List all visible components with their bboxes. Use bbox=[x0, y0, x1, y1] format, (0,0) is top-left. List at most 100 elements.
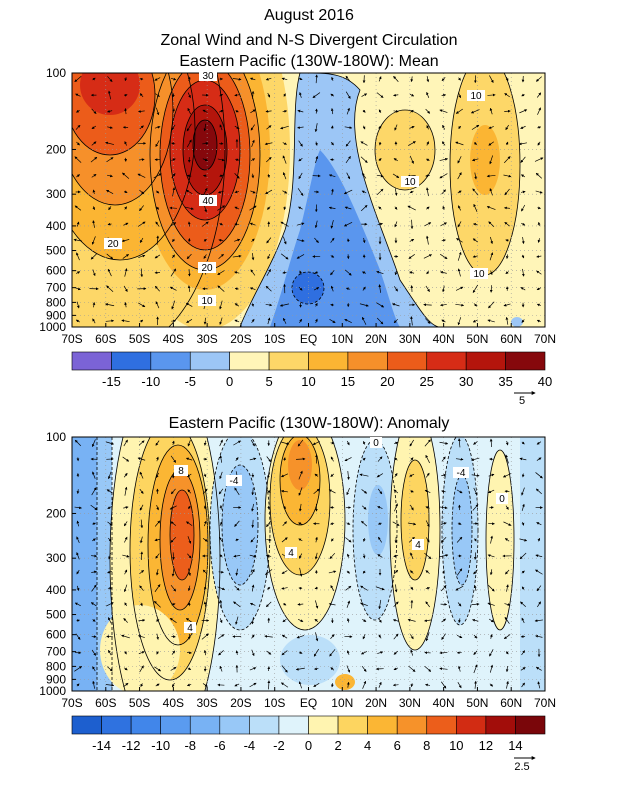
colorbar-label: 35 bbox=[498, 374, 512, 389]
colorbar-swatch bbox=[190, 352, 229, 370]
colorbar-label: 6 bbox=[394, 738, 401, 753]
colorbar-swatch bbox=[190, 716, 220, 734]
x-tick-label: 40N bbox=[433, 332, 455, 346]
colorbar-label: 2 bbox=[334, 738, 341, 753]
colorbar-label: 30 bbox=[459, 374, 473, 389]
colorbar-swatch bbox=[111, 352, 150, 370]
colorbar-swatch bbox=[72, 352, 111, 370]
colorbar-swatch bbox=[220, 716, 250, 734]
colorbar-label: -8 bbox=[184, 738, 196, 753]
colorbar-swatch bbox=[387, 352, 426, 370]
colorbar-swatch bbox=[397, 716, 427, 734]
colorbar-label: -2 bbox=[273, 738, 285, 753]
colorbar-label: 25 bbox=[420, 374, 434, 389]
x-tick-label: 20N bbox=[365, 332, 387, 346]
x-tick-label: 50S bbox=[129, 332, 150, 346]
colorbar-swatch bbox=[269, 352, 308, 370]
x-tick-label: 70S bbox=[61, 696, 82, 710]
figure-date-title: August 2016 bbox=[264, 7, 354, 24]
colorbar-label: 8 bbox=[423, 738, 430, 753]
colorbar-label: -4 bbox=[244, 738, 256, 753]
x-tick-label: 70S bbox=[61, 332, 82, 346]
y-tick-label: 200 bbox=[46, 142, 66, 156]
x-tick-label: 30N bbox=[399, 696, 421, 710]
mean-contour-label: 10 bbox=[470, 91, 482, 102]
y-tick-label: 700 bbox=[46, 645, 66, 659]
colorbar-label: 0 bbox=[226, 374, 233, 389]
anomaly-contour-label: 0 bbox=[499, 494, 505, 505]
colorbar-swatch bbox=[427, 352, 466, 370]
y-tick-label: 500 bbox=[46, 608, 66, 622]
mean-contour-label: 30 bbox=[202, 71, 214, 82]
colorbar-swatch bbox=[466, 352, 505, 370]
x-tick-label: 40S bbox=[163, 696, 184, 710]
colorbar-label: 4 bbox=[364, 738, 371, 753]
x-tick-label: 40N bbox=[433, 696, 455, 710]
x-tick-label: 20S bbox=[230, 696, 251, 710]
y-tick-label: 200 bbox=[46, 506, 66, 520]
y-tick-label: 500 bbox=[46, 244, 66, 258]
x-tick-label: 10N bbox=[331, 696, 353, 710]
y-tick-label: 400 bbox=[46, 583, 66, 597]
colorbar-swatch bbox=[515, 716, 545, 734]
mean-contour-label: 40 bbox=[202, 196, 214, 207]
x-tick-label: 60S bbox=[95, 332, 116, 346]
y-tick-label: 1000 bbox=[39, 320, 66, 334]
colorbar-label: -10 bbox=[141, 374, 160, 389]
x-tick-label: EQ bbox=[300, 332, 317, 346]
y-tick-label: 100 bbox=[46, 430, 66, 444]
mean-contour-label: 10 bbox=[201, 296, 213, 307]
colorbar-swatch bbox=[309, 716, 339, 734]
mean-contour-label: 10 bbox=[404, 177, 416, 188]
panel2-title: Eastern Pacific (130W-180W): Anomaly bbox=[169, 415, 450, 432]
colorbar-swatch bbox=[230, 352, 269, 370]
colorbar-swatch bbox=[72, 716, 102, 734]
colorbar-label: -12 bbox=[122, 738, 141, 753]
mean-contour-label: 20 bbox=[107, 239, 119, 250]
y-tick-label: 300 bbox=[46, 187, 66, 201]
circulation-vector bbox=[380, 142, 381, 145]
colorbar-swatch bbox=[368, 716, 398, 734]
x-tick-label: 30S bbox=[196, 332, 217, 346]
anomaly-contour-label: 4 bbox=[288, 548, 294, 559]
colorbar-swatch bbox=[309, 352, 348, 370]
x-tick-label: 40S bbox=[163, 332, 184, 346]
mean-vector-reference: 5 bbox=[514, 393, 535, 407]
mean-vector-reference-label: 5 bbox=[519, 395, 525, 407]
colorbar-label: 40 bbox=[538, 374, 552, 389]
anomaly-contour-label: -4 bbox=[230, 476, 239, 487]
colorbar-label: 20 bbox=[380, 374, 394, 389]
colorbar-swatch bbox=[102, 716, 132, 734]
colorbar-label: -10 bbox=[151, 738, 170, 753]
anomaly-contour-label: -4 bbox=[457, 468, 466, 479]
x-tick-label: 20N bbox=[365, 696, 387, 710]
x-tick-label: 50N bbox=[466, 332, 488, 346]
mean-contour-label: 20 bbox=[201, 263, 213, 274]
x-tick-label: 60S bbox=[95, 696, 116, 710]
colorbar-label: 14 bbox=[508, 738, 522, 753]
anomaly-vector-reference: 2.5 bbox=[514, 758, 535, 773]
anomaly-vector-reference-label: 2.5 bbox=[514, 761, 529, 773]
x-tick-label: 70N bbox=[534, 332, 556, 346]
x-tick-label: 10S bbox=[264, 696, 285, 710]
x-tick-label: 60N bbox=[500, 332, 522, 346]
colorbar-swatch bbox=[249, 716, 279, 734]
colorbar-swatch bbox=[348, 352, 387, 370]
colorbar-label: 0 bbox=[305, 738, 312, 753]
y-tick-label: 700 bbox=[46, 281, 66, 295]
x-tick-label: EQ bbox=[300, 696, 317, 710]
panel1-title: Eastern Pacific (130W-180W): Mean bbox=[179, 53, 438, 70]
x-tick-label: 60N bbox=[500, 696, 522, 710]
anomaly-contour-label: 0 bbox=[373, 438, 379, 449]
colorbar-label: 10 bbox=[449, 738, 463, 753]
colorbar-label: -5 bbox=[184, 374, 196, 389]
colorbar-swatch bbox=[486, 716, 516, 734]
y-tick-label: 400 bbox=[46, 219, 66, 233]
mean-contour-label: 10 bbox=[473, 269, 485, 280]
x-tick-label: 10S bbox=[264, 332, 285, 346]
colorbar-swatch bbox=[427, 716, 457, 734]
x-tick-label: 30S bbox=[196, 696, 217, 710]
